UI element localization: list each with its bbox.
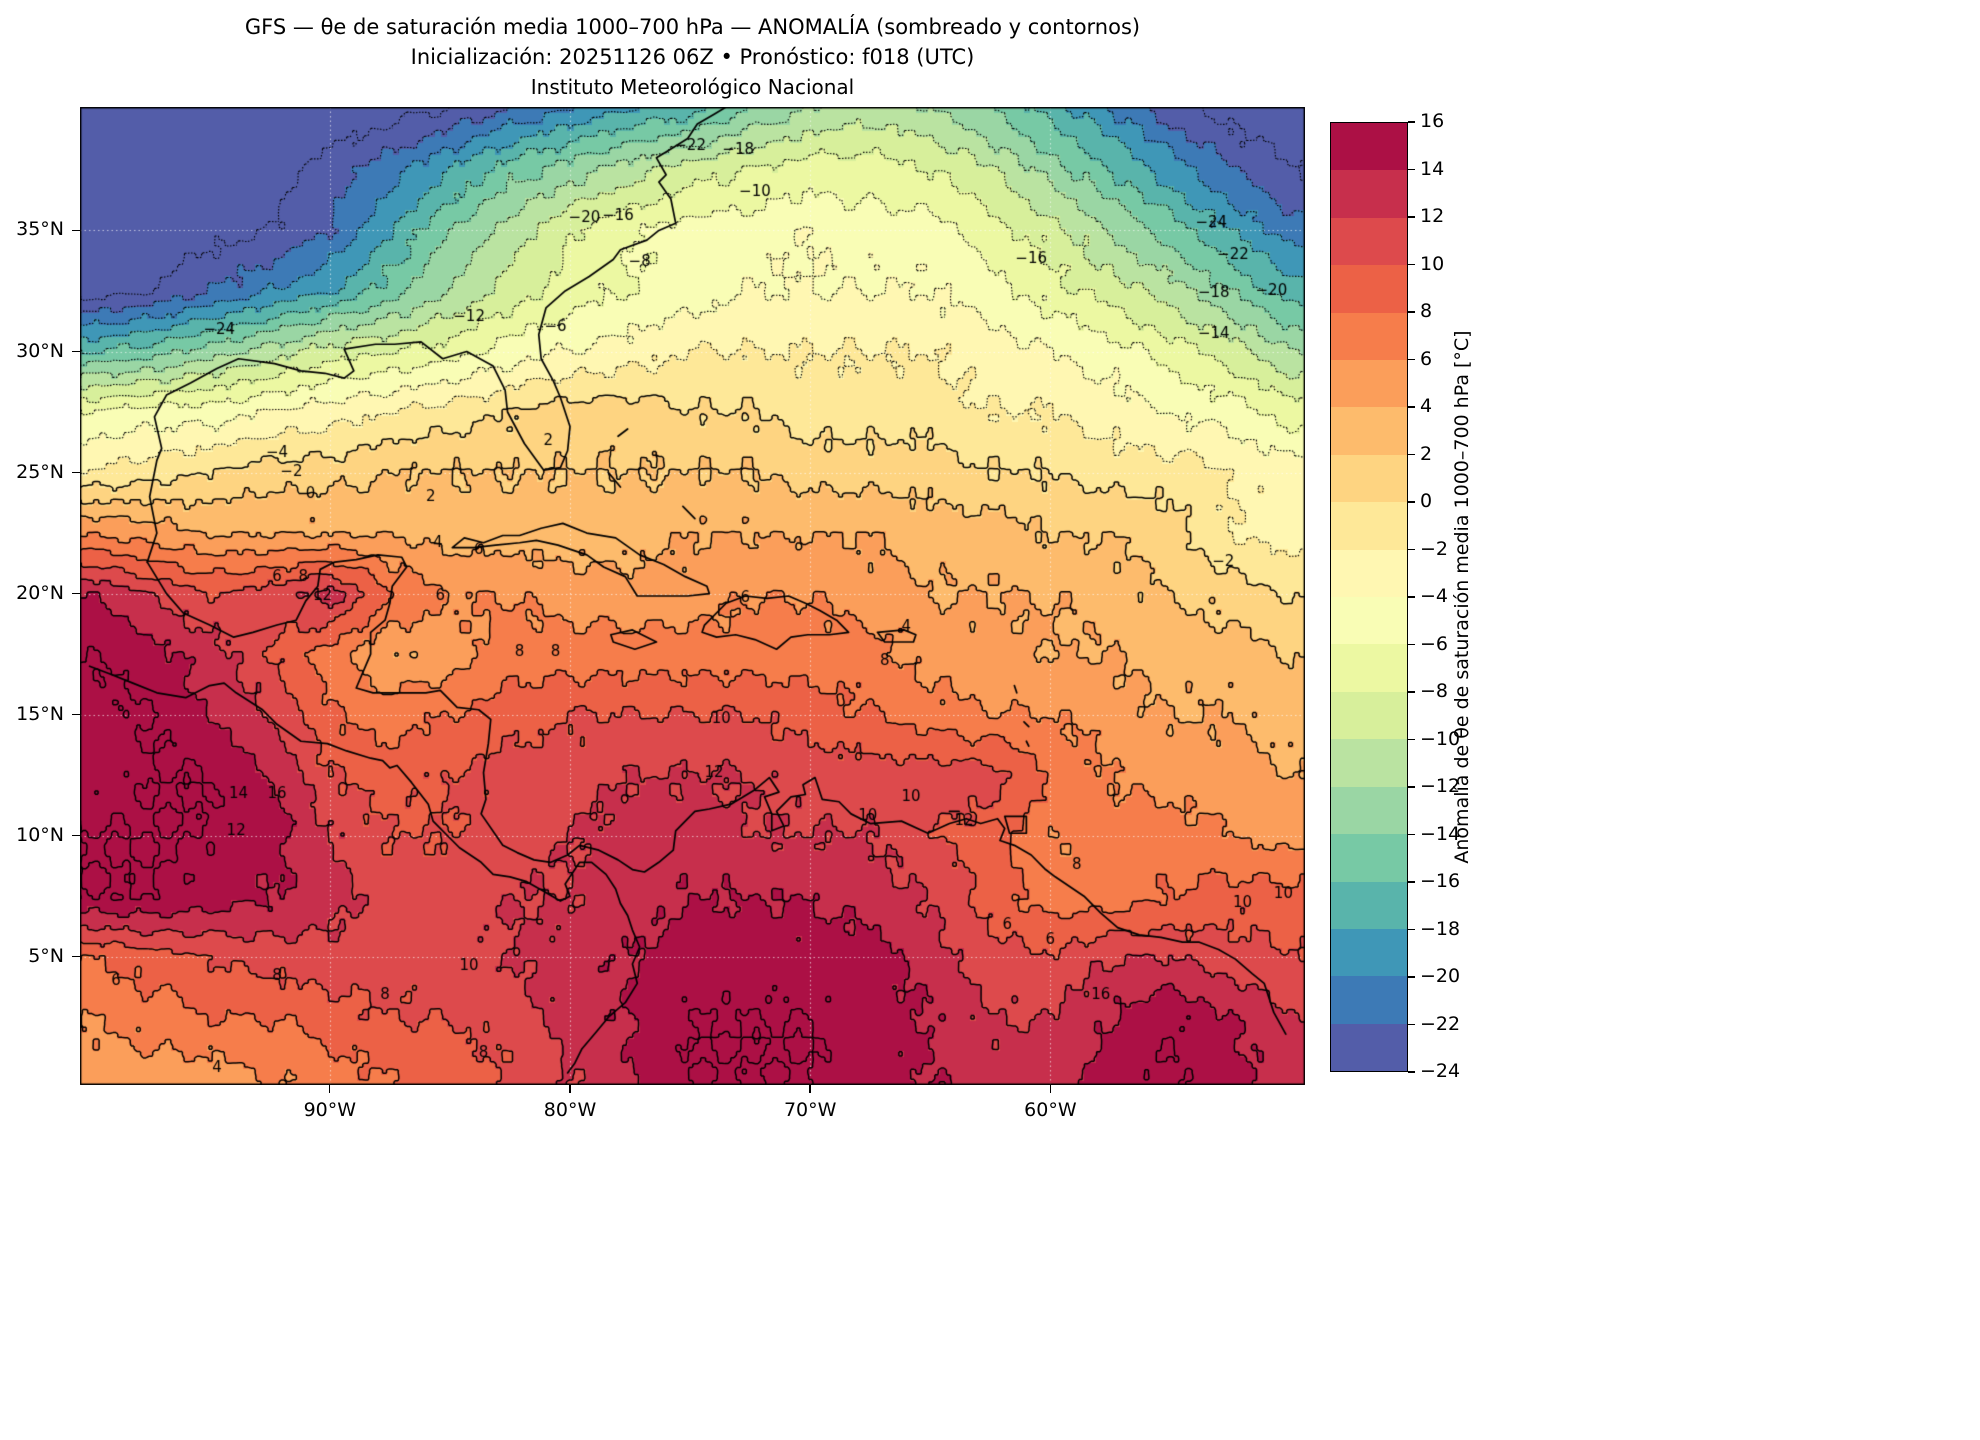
colorbar-tick-label: −8 bbox=[1420, 680, 1449, 702]
y-tick-mark bbox=[72, 713, 80, 716]
colorbar-tick-mark bbox=[1408, 976, 1415, 978]
colorbar-segment bbox=[1331, 502, 1407, 550]
colorbar-tick-label: −10 bbox=[1420, 727, 1461, 750]
colorbar-tick-label: −2 bbox=[1420, 537, 1449, 560]
title-line-1: GFS — θe de saturación media 1000–700 hP… bbox=[244, 15, 1141, 39]
colorbar-segment bbox=[1331, 407, 1407, 455]
colorbar-segment bbox=[1331, 549, 1407, 598]
colorbar-segment bbox=[1331, 691, 1407, 740]
colorbar-segment bbox=[1331, 1023, 1407, 1072]
colorbar-tick-label: 0 bbox=[1420, 490, 1433, 512]
colorbar-tick-mark bbox=[1408, 263, 1415, 266]
title-line-2: Inicialización: 20251126 06Z • Pronóstic… bbox=[410, 45, 975, 69]
colorbar-tick-label: −14 bbox=[1420, 822, 1461, 845]
colorbar-tick-mark bbox=[1408, 548, 1415, 551]
colorbar-tick-mark bbox=[1408, 691, 1415, 693]
colorbar-segment bbox=[1331, 976, 1407, 1024]
colorbar-tick-label: 12 bbox=[1420, 205, 1445, 227]
colorbar bbox=[1330, 122, 1408, 1072]
colorbar-tick-label: 8 bbox=[1420, 300, 1433, 322]
y-tick-mark bbox=[72, 471, 80, 474]
colorbar-tick-mark bbox=[1408, 311, 1415, 313]
x-tick-label: 90°W bbox=[303, 1099, 357, 1121]
colorbar-tick-mark bbox=[1408, 643, 1415, 646]
colorbar-tick-mark bbox=[1408, 738, 1415, 741]
x-tick-mark bbox=[329, 1085, 331, 1093]
colorbar-segment bbox=[1331, 597, 1407, 645]
colorbar-tick-label: 6 bbox=[1420, 347, 1433, 370]
colorbar-tick-label: −4 bbox=[1420, 585, 1449, 607]
colorbar-segment bbox=[1331, 265, 1407, 313]
y-tick-label: 15°N bbox=[16, 702, 64, 725]
colorbar-tick-label: −22 bbox=[1420, 1012, 1461, 1035]
y-tick-mark bbox=[72, 229, 80, 232]
y-tick-label: 20°N bbox=[16, 581, 64, 604]
colorbar-segment bbox=[1331, 834, 1407, 882]
colorbar-segment bbox=[1331, 360, 1407, 408]
colorbar-tick-label: −20 bbox=[1420, 965, 1461, 987]
colorbar-segment bbox=[1331, 644, 1407, 692]
colorbar-tick-mark bbox=[1408, 501, 1415, 503]
colorbar-tick-mark bbox=[1408, 1071, 1415, 1073]
colorbar-segment bbox=[1331, 881, 1407, 929]
colorbar-tick-mark bbox=[1408, 453, 1415, 456]
colorbar-tick-mark bbox=[1408, 358, 1415, 361]
colorbar-tick-label: 4 bbox=[1420, 395, 1433, 417]
colorbar-tick-label: 14 bbox=[1420, 157, 1445, 180]
colorbar-segment bbox=[1331, 928, 1407, 977]
y-tick-label: 10°N bbox=[16, 823, 64, 846]
colorbar-tick-label: −16 bbox=[1420, 870, 1461, 892]
y-tick-label: 5°N bbox=[28, 944, 64, 967]
colorbar-tick-mark bbox=[1408, 881, 1415, 883]
figure-titles: GFS — θe de saturación media 1000–700 hP… bbox=[80, 12, 1305, 102]
colorbar-tick-label: −18 bbox=[1420, 917, 1461, 940]
colorbar-segment bbox=[1331, 123, 1407, 171]
y-tick-mark bbox=[72, 350, 80, 353]
colorbar-tick-mark bbox=[1408, 216, 1415, 218]
colorbar-tick-label: −24 bbox=[1420, 1060, 1461, 1082]
colorbar-tick-mark bbox=[1408, 168, 1415, 171]
colorbar-tick-mark bbox=[1408, 1023, 1415, 1026]
colorbar-segment bbox=[1331, 454, 1407, 503]
x-tick-mark bbox=[809, 1085, 811, 1093]
colorbar-segment bbox=[1331, 170, 1407, 218]
y-tick-label: 25°N bbox=[16, 460, 64, 483]
x-tick-label: 70°W bbox=[783, 1099, 837, 1121]
x-tick-mark bbox=[1049, 1085, 1052, 1093]
x-tick-mark bbox=[569, 1085, 571, 1093]
colorbar-tick-mark bbox=[1408, 121, 1415, 123]
y-tick-label: 30°N bbox=[16, 339, 64, 362]
title-line-3: Instituto Meteorológico Nacional bbox=[530, 75, 855, 99]
colorbar-segment bbox=[1331, 739, 1407, 787]
colorbar-segment bbox=[1331, 217, 1407, 266]
colorbar-tick-label: 16 bbox=[1420, 110, 1445, 132]
colorbar-tick-label: −12 bbox=[1420, 775, 1461, 797]
colorbar-tick-label: −6 bbox=[1420, 632, 1449, 655]
y-tick-label: 35°N bbox=[16, 218, 64, 241]
colorbar-tick-mark bbox=[1408, 786, 1415, 788]
colorbar-tick-mark bbox=[1408, 928, 1415, 931]
colorbar-tick-mark bbox=[1408, 596, 1415, 598]
map-canvas bbox=[80, 107, 1305, 1085]
y-tick-mark bbox=[72, 834, 80, 837]
x-tick-label: 60°W bbox=[1024, 1099, 1077, 1121]
y-tick-mark bbox=[72, 592, 80, 595]
y-tick-mark bbox=[72, 955, 80, 958]
x-tick-label: 80°W bbox=[543, 1099, 597, 1121]
colorbar-segment bbox=[1331, 786, 1407, 835]
colorbar-segment bbox=[1331, 312, 1407, 361]
colorbar-tick-label: 10 bbox=[1420, 252, 1445, 275]
colorbar-tick-mark bbox=[1408, 833, 1415, 836]
colorbar-tick-mark bbox=[1408, 406, 1415, 408]
colorbar-tick-label: 2 bbox=[1420, 442, 1433, 465]
